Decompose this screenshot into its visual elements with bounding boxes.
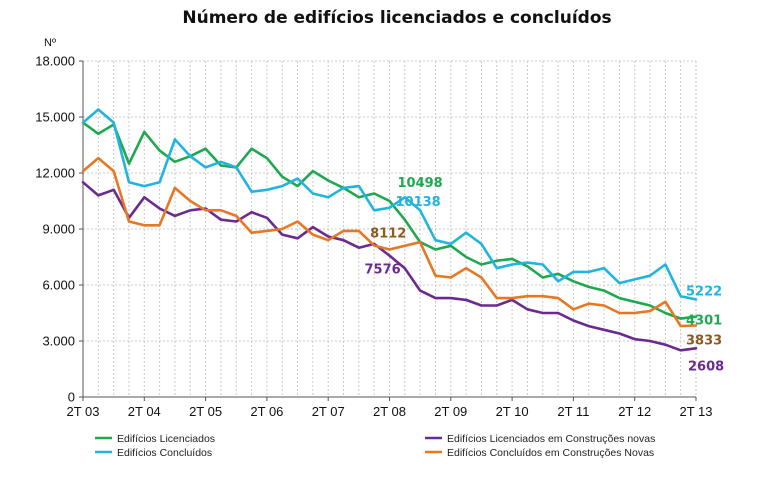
x-tick-label: 2T 04 — [128, 404, 161, 419]
data-label: 3833 — [686, 333, 722, 348]
x-tick-label: 2T 10 — [496, 404, 529, 419]
axes: 0 3.000 6.000 9.000 12.000 15.000 18.000 2T 03 2… — [35, 54, 712, 420]
series-layer — [81, 108, 698, 352]
data-label: 10138 — [396, 195, 441, 210]
y-axis-label: Nº — [44, 37, 56, 49]
data-label: 7576 — [365, 263, 401, 278]
y-tick-label: 9.000 — [42, 222, 75, 237]
data-label: 2608 — [688, 359, 724, 374]
legend-label: Edifícios Licenciados — [117, 433, 215, 445]
x-tick-label: 2T 06 — [250, 404, 283, 419]
legend: Edifícios Licenciados Edifícios Concluído… — [95, 433, 655, 459]
x-tick-label: 2T 05 — [189, 404, 222, 419]
x-tick-label: 2T 09 — [434, 404, 467, 419]
y-tick-label: 0 — [68, 390, 75, 405]
data-label: 5222 — [686, 285, 722, 300]
x-tick-label: 2T 08 — [373, 404, 406, 419]
x-tick-label: 2T 13 — [679, 404, 712, 419]
series-line-3 — [81, 156, 698, 328]
data-label: 10498 — [398, 176, 443, 191]
y-tick-label: 15.000 — [35, 110, 75, 125]
series-line-0 — [81, 121, 698, 320]
annotations: 10498 10138 8112 7576 5222 4301 3833 2608 — [365, 176, 725, 374]
x-tick-label: 2T 03 — [66, 404, 99, 419]
data-label: 8112 — [370, 227, 406, 242]
series-line-2 — [81, 181, 698, 352]
legend-label: Edifícios Concluídos — [117, 447, 212, 459]
data-label: 4301 — [686, 314, 722, 329]
chart-title: Número de edifícios licenciados e conclu… — [182, 8, 611, 28]
legend-label: Edifícios Licenciados em Construções nov… — [447, 433, 655, 445]
x-tick-label: 2T 12 — [618, 404, 651, 419]
series-line-1 — [81, 108, 698, 301]
x-tick-label: 2T 07 — [312, 404, 345, 419]
x-tick-label: 2T 11 — [557, 404, 589, 419]
y-tick-label: 12.000 — [35, 166, 75, 181]
y-tick-label: 18.000 — [35, 54, 75, 69]
y-tick-label: 6.000 — [42, 278, 75, 293]
y-tick-label: 3.000 — [42, 334, 75, 349]
legend-label: Edifícios Concluídos em Construções Nova… — [447, 447, 654, 459]
